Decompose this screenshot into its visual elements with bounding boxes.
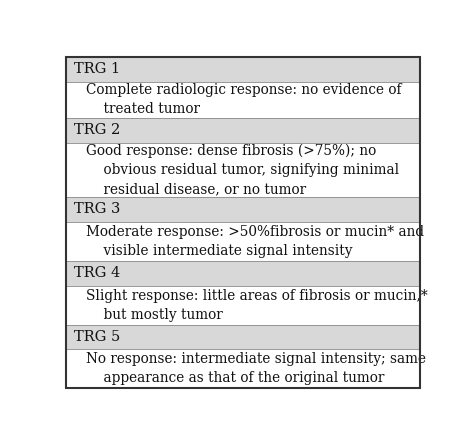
Text: No response: intermediate signal intensity; same
    appearance as that of the o: No response: intermediate signal intensi… [86, 352, 426, 385]
Text: TRG 1: TRG 1 [74, 63, 120, 76]
Bar [66, 57, 420, 82]
Text: Moderate response: >50%fibrosis or mucin* and
    visible intermediate signal in: Moderate response: >50%fibrosis or mucin… [86, 225, 424, 258]
Bar [66, 82, 420, 118]
Bar [66, 143, 420, 197]
Text: TRG 5: TRG 5 [74, 330, 120, 344]
Bar [66, 286, 420, 325]
Text: Good response: dense fibrosis (>75%); no
    obvious residual tumor, signifying : Good response: dense fibrosis (>75%); no… [86, 144, 399, 196]
Text: TRG 2: TRG 2 [74, 123, 120, 137]
Bar [66, 350, 420, 389]
Text: Slight response: little areas of fibrosis or mucin,*
    but mostly tumor: Slight response: little areas of fibrosi… [86, 288, 428, 321]
Bar [66, 118, 420, 143]
Bar [66, 325, 420, 350]
Bar [66, 197, 420, 222]
Text: TRG 3: TRG 3 [74, 202, 120, 217]
Bar [66, 261, 420, 286]
Text: Complete radiologic response: no evidence of
    treated tumor: Complete radiologic response: no evidenc… [86, 83, 401, 116]
Bar [66, 222, 420, 261]
Text: TRG 4: TRG 4 [74, 266, 120, 280]
